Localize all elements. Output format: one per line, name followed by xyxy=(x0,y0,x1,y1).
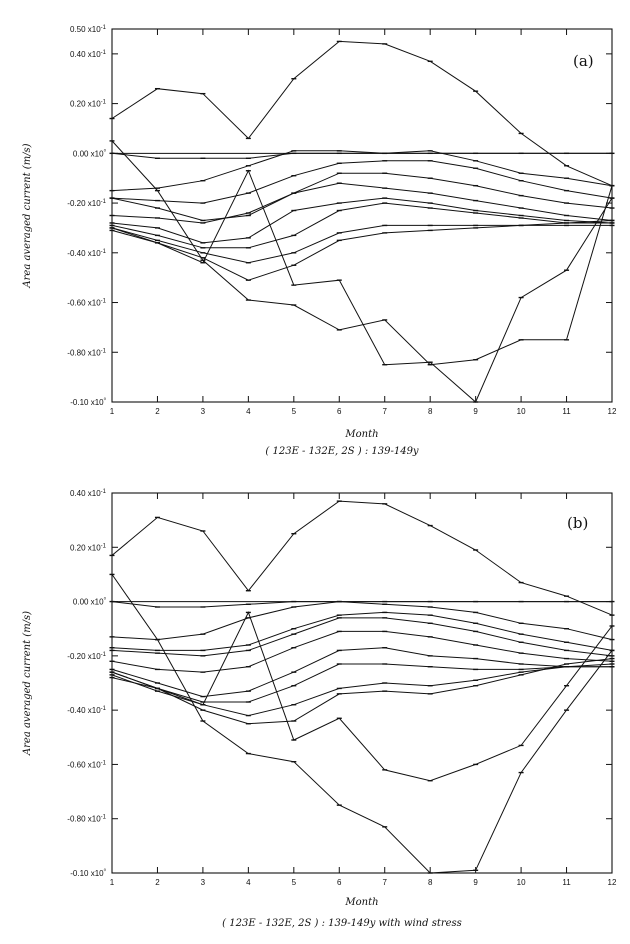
series-line-10 xyxy=(111,202,612,249)
x-tick-label: 9 xyxy=(473,407,478,416)
x-tick-label: 11 xyxy=(562,407,571,416)
y-tick-label: -0.40 x10-1 xyxy=(67,706,106,715)
y-tick-label: 0.40 x10-1 xyxy=(70,489,107,498)
series-line-7 xyxy=(111,617,613,657)
y-tick-label: 0.20 x10-1 xyxy=(70,100,107,109)
y-tick-label: 0.00 x10⁰ xyxy=(73,597,107,607)
x-tick-label: 2 xyxy=(155,407,160,416)
series-line-8 xyxy=(111,630,613,673)
x-tick-label: 6 xyxy=(337,878,342,887)
y-tick-label: -0.80 x10-1 xyxy=(67,815,106,824)
series-line-5 xyxy=(111,150,613,192)
chart-panel-b: 0.40 x10-1 0.20 x10-1 0.00 x10⁰ -0.20 x10-1… xyxy=(22,489,617,929)
y-tick-label: -0.20 x10-1 xyxy=(67,652,106,661)
y-tick-label: -0.10 x10⁰ xyxy=(70,868,106,878)
x-tick-label: 1 xyxy=(110,878,115,887)
series-line-1 xyxy=(111,500,613,616)
y-tick-label: 0.50 x10-1 xyxy=(70,25,107,34)
y-tick-label: -0.60 x10-1 xyxy=(67,299,106,308)
series-line-6 xyxy=(111,160,613,204)
series-line-9 xyxy=(111,197,613,244)
x-tick-label: 7 xyxy=(383,878,388,887)
plot-frame xyxy=(111,492,613,874)
x-tick-label: 3 xyxy=(201,407,206,416)
x-tick-label: 12 xyxy=(608,407,617,416)
x-tick-label: 7 xyxy=(383,407,388,416)
x-tick-label: 6 xyxy=(337,407,342,416)
panel-label: (a) xyxy=(573,52,594,70)
series-line-5 xyxy=(111,601,613,641)
series-line-10 xyxy=(111,663,612,703)
chart-panel-a: 0.50 x10-1 0.40 x10-1 0.20 x10-1 0.00 x10⁰ -… xyxy=(22,25,617,457)
y-tick-label: 0.00 x10⁰ xyxy=(73,148,107,158)
x-tick-label: 8 xyxy=(428,407,433,416)
x-tick-label: 10 xyxy=(517,878,526,887)
x-tick-label: 8 xyxy=(428,878,433,887)
y-axis-title: Area averaged current (m/s) xyxy=(22,143,33,288)
series-line-3 xyxy=(111,169,613,403)
panel-label: (b) xyxy=(567,514,588,532)
plot-frame xyxy=(111,28,613,403)
series-line-1 xyxy=(111,40,613,187)
series-line-11 xyxy=(111,224,612,264)
x-tick-label: 4 xyxy=(246,407,251,416)
y-tick-label: -0.80 x10-1 xyxy=(67,348,106,357)
x-tick-label: 11 xyxy=(562,878,571,887)
x-tick-label: 1 xyxy=(110,407,115,416)
series-line-2 xyxy=(111,574,613,874)
x-tick-label: 2 xyxy=(155,878,160,887)
series-line-12 xyxy=(111,658,613,725)
y-tick-label: 0.20 x10-1 xyxy=(70,543,107,552)
y-tick-label: -0.20 x10-1 xyxy=(67,199,106,208)
x-tick-label: 12 xyxy=(608,878,617,887)
series-line-8 xyxy=(111,182,613,224)
y-tick-label: -0.60 x10-1 xyxy=(67,760,106,769)
x-tick-label: 4 xyxy=(246,878,251,887)
series-line-4 xyxy=(111,601,612,608)
series-line-4 xyxy=(111,152,612,159)
y-tick-label: 0.40 x10-1 xyxy=(70,50,107,59)
figure-caption: ( 123E - 132E, 2S ) : 139-149y xyxy=(265,446,419,457)
x-axis-title: Month xyxy=(344,429,378,440)
x-tick-label: 5 xyxy=(292,878,297,887)
x-tick-label: 5 xyxy=(292,407,297,416)
y-tick-label: -0.10 x10⁰ xyxy=(70,397,106,407)
figure-caption: ( 123E - 132E, 2S ) : 139-149y with wind… xyxy=(222,918,462,929)
y-axis-title: Area averaged current (m/s) xyxy=(22,611,33,756)
series-line-9 xyxy=(111,647,612,698)
x-tick-label: 10 xyxy=(517,407,526,416)
x-tick-label: 9 xyxy=(473,878,478,887)
series-line-11 xyxy=(111,663,613,717)
y-tick-label: -0.40 x10-1 xyxy=(67,249,106,258)
series-line-7 xyxy=(111,172,613,222)
x-axis-title: Month xyxy=(344,897,378,908)
series-line-6 xyxy=(111,611,613,651)
series-line-12 xyxy=(111,220,613,281)
series-line-2 xyxy=(111,140,613,366)
x-tick-label: 3 xyxy=(201,878,206,887)
series-line-3 xyxy=(111,611,613,782)
